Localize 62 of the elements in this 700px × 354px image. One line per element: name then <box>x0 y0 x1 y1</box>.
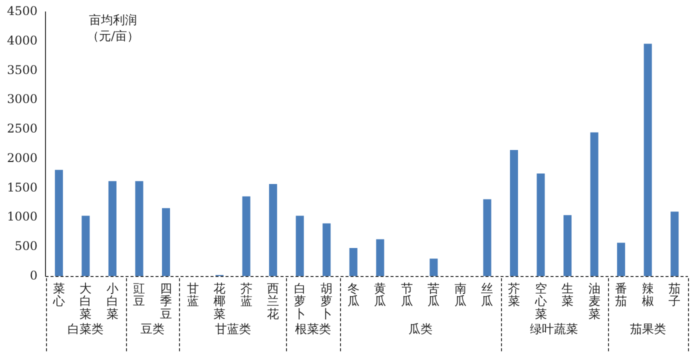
bar <box>349 248 358 276</box>
x-tick-label: 生菜 <box>562 282 574 308</box>
bar <box>108 181 116 276</box>
text: 绿叶蔬菜 <box>530 322 578 336</box>
bar <box>376 239 384 276</box>
y-tick-label: 0 <box>30 268 38 282</box>
x-tick-label: 南瓜 <box>454 282 466 308</box>
y-tick-label: 500 <box>14 238 38 253</box>
x-tick-label: 豇豆 <box>133 282 146 308</box>
x-tick-label: 油麦菜 <box>588 282 600 321</box>
x-tick-label: 白萝卜 <box>294 282 306 321</box>
y-tick-label: 2500 <box>6 122 38 136</box>
bar <box>617 242 626 276</box>
x-tick-label: 冬瓜 <box>347 282 360 308</box>
bar <box>510 150 518 276</box>
bar <box>536 173 545 276</box>
x-tick-label: 芥菜 <box>508 282 520 308</box>
x-tick-label: 苦瓜 <box>428 282 440 308</box>
x-tick-label: 甘蓝 <box>186 282 199 308</box>
bar <box>269 184 278 276</box>
bar <box>430 258 438 276</box>
bar <box>54 170 63 276</box>
x-tick-label: 花椰菜 <box>214 282 226 321</box>
x-tick-label: 丝瓜 <box>481 282 494 308</box>
x-tick-label: 西兰花 <box>267 282 280 321</box>
bar <box>644 44 652 276</box>
y-tick-label: 2000 <box>6 150 38 165</box>
x-tick-label: 胡萝卜 <box>320 282 333 321</box>
text: 白菜类 <box>68 322 104 336</box>
bar <box>483 199 492 276</box>
bar <box>296 216 304 276</box>
x-tick-label: 菜心 <box>52 282 65 308</box>
x-tick-label: 小白菜 <box>106 282 118 321</box>
text: 根菜类 <box>295 322 332 336</box>
y-tick-label: 3000 <box>6 92 38 106</box>
bar <box>162 208 170 276</box>
bar <box>670 212 679 276</box>
y-axis-title: 亩均利润（元/亩） <box>86 12 140 44</box>
y-tick-label: 3500 <box>6 62 38 77</box>
y-tick-label: 4000 <box>6 33 38 48</box>
text: 瓜类 <box>408 322 432 336</box>
bar <box>322 223 331 276</box>
bar <box>590 132 598 276</box>
bar <box>135 181 144 276</box>
text: 茄果类 <box>630 322 666 336</box>
x-tick-label: 节瓜 <box>400 282 413 308</box>
y-tick-label: 1500 <box>6 180 38 194</box>
x-tick-label: 番茄 <box>615 282 628 308</box>
bar <box>82 216 90 276</box>
bar <box>242 196 250 276</box>
y-tick-label: 1000 <box>6 210 38 224</box>
x-tick-label: 茄子 <box>668 282 681 308</box>
x-tick-label: 芥蓝 <box>240 282 252 308</box>
y-tick-label: 4500 <box>6 4 38 18</box>
x-tick-label: 黄瓜 <box>374 282 386 308</box>
x-tick-label: 空心菜 <box>534 282 547 321</box>
x-tick-label: 辣椒 <box>642 282 654 308</box>
text: 豆类 <box>140 322 165 336</box>
x-tick-label: 大白菜 <box>80 282 92 321</box>
text: 甘蓝类 <box>214 322 251 336</box>
bar <box>564 215 572 276</box>
x-tick-label: 四季豆 <box>160 282 172 321</box>
